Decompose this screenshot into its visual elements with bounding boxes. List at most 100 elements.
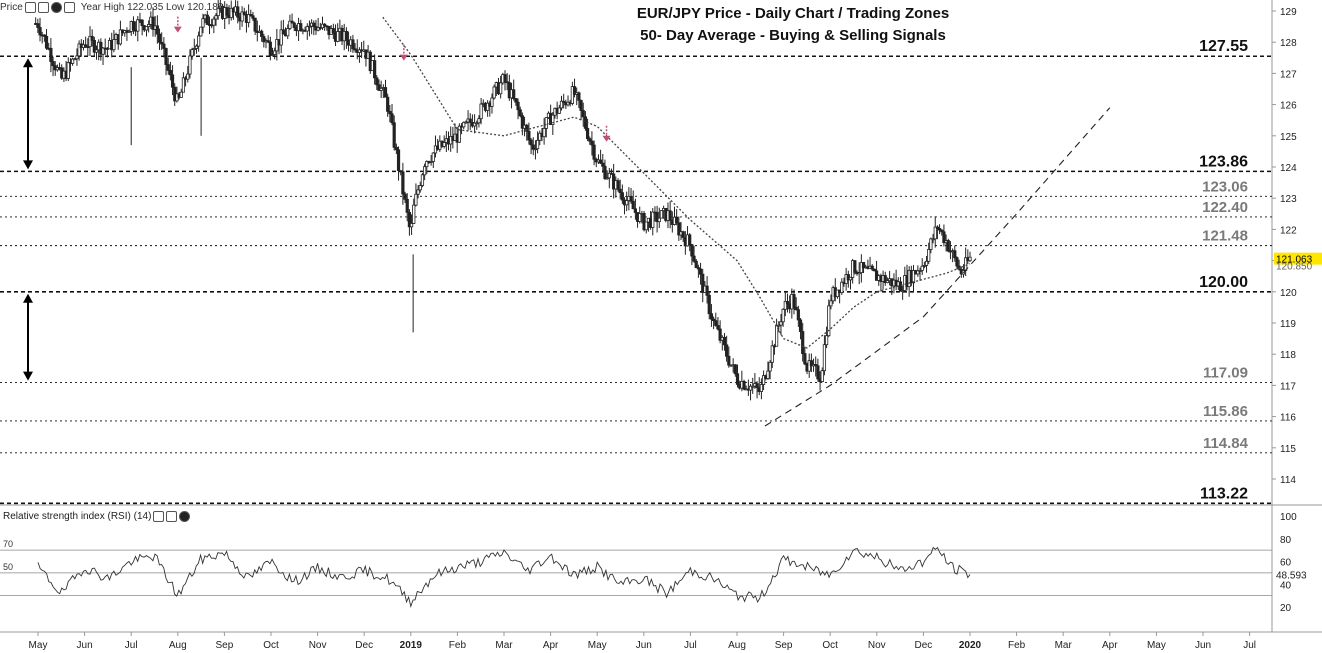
collapse-icon[interactable] <box>63 1 75 13</box>
candle-body <box>824 335 829 346</box>
close-icon[interactable] <box>50 1 62 13</box>
candle-body <box>677 222 681 236</box>
settings-icon[interactable] <box>24 1 36 13</box>
candle-body <box>305 26 309 32</box>
time-tick-label: Aug <box>169 640 187 651</box>
candle-body <box>655 211 659 223</box>
time-tick-label: Jul <box>1243 640 1256 651</box>
maximize-icon[interactable] <box>37 1 49 13</box>
candle-body <box>848 276 853 281</box>
candle-body <box>390 113 394 124</box>
candle-body <box>572 86 577 95</box>
candle-body <box>375 77 379 86</box>
candle-body <box>933 226 937 240</box>
candle-body <box>714 320 718 326</box>
candle-body <box>394 146 398 151</box>
candle-body <box>127 30 131 33</box>
candle-body <box>351 39 355 50</box>
candle-body <box>629 195 633 202</box>
candle-body <box>924 260 929 266</box>
price-tick-label: 126 <box>1280 101 1297 112</box>
price-label: Price <box>0 1 23 13</box>
candle-body <box>712 318 716 322</box>
time-tick-label: Jul <box>125 640 138 651</box>
settings-icon[interactable] <box>153 511 165 522</box>
candle-body <box>475 122 479 125</box>
candle-body <box>377 84 381 91</box>
chart-title-line1: EUR/JPY Price - Daily Chart / Trading Zo… <box>636 5 950 22</box>
candle-body <box>388 110 392 115</box>
candle-body <box>735 373 740 385</box>
rsi-reference-label: 50 <box>3 562 13 572</box>
candle-body <box>190 49 194 57</box>
time-tick-label: 2020 <box>959 640 982 651</box>
candle-body <box>681 231 685 238</box>
candle-body <box>536 139 540 150</box>
candle-body <box>768 361 772 372</box>
candle-body <box>90 35 94 41</box>
price-tag-label: 120.850 <box>1276 261 1313 272</box>
candle-body <box>312 22 316 28</box>
candle-body <box>518 109 522 117</box>
candle-body <box>742 380 746 390</box>
level-label: 113.22 <box>1200 485 1248 502</box>
time-tick-label: May <box>29 640 48 651</box>
candle-body <box>559 100 564 109</box>
candle-body <box>935 226 940 229</box>
maximize-icon[interactable] <box>166 511 178 522</box>
candle-body <box>733 364 737 375</box>
candle-body <box>73 58 77 61</box>
close-icon[interactable] <box>179 511 191 522</box>
candle-body <box>705 285 709 296</box>
price-tick-label: 118 <box>1280 350 1296 361</box>
candle-body <box>151 16 155 30</box>
candle-body <box>270 54 275 56</box>
rsi-current-value: 48.593 <box>1276 570 1307 581</box>
candle-body <box>638 213 642 222</box>
ma-50-line <box>382 16 971 349</box>
candle-body <box>557 107 561 114</box>
candle-body <box>262 36 266 43</box>
candle-body <box>781 308 785 323</box>
candle-body <box>599 159 603 164</box>
candle-body <box>794 306 798 311</box>
candle-body <box>527 130 531 141</box>
time-tick-label: Mar <box>1055 640 1073 651</box>
candle-body <box>260 30 264 37</box>
candle-body <box>601 162 605 167</box>
candle-body <box>205 14 209 25</box>
rsi-panel-header: Relative strength index (RSI) (14) <box>3 511 191 522</box>
candle-body <box>331 28 335 34</box>
rsi-line <box>37 546 971 609</box>
candle-body <box>927 249 931 262</box>
candle-body <box>168 69 172 76</box>
candle-body <box>722 336 727 346</box>
candle-body <box>155 25 159 35</box>
time-tick-label: Nov <box>309 640 327 651</box>
candle-body <box>42 34 46 37</box>
candle-body <box>579 99 583 111</box>
candle-body <box>968 256 972 262</box>
level-label: 127.55 <box>1199 38 1248 55</box>
candle-body <box>201 18 205 28</box>
candle-body <box>590 140 594 146</box>
candle-body <box>409 223 414 228</box>
candle-body <box>386 96 390 112</box>
candle-body <box>251 15 255 19</box>
candle-body <box>918 270 922 272</box>
candle-body <box>690 244 694 257</box>
candle-body <box>164 48 168 65</box>
candle-body <box>286 28 290 37</box>
candle-body <box>344 31 348 41</box>
candle-body <box>585 127 590 140</box>
candle-body <box>801 331 805 354</box>
sell-signal-head <box>173 26 182 33</box>
candle-body <box>464 121 468 124</box>
price-tick-label: 127 <box>1280 69 1297 80</box>
candle-body <box>86 46 90 48</box>
candle-body <box>516 101 520 111</box>
price-tick-label: 116 <box>1280 413 1296 424</box>
candle-body <box>503 74 507 83</box>
candle-body <box>266 40 270 43</box>
